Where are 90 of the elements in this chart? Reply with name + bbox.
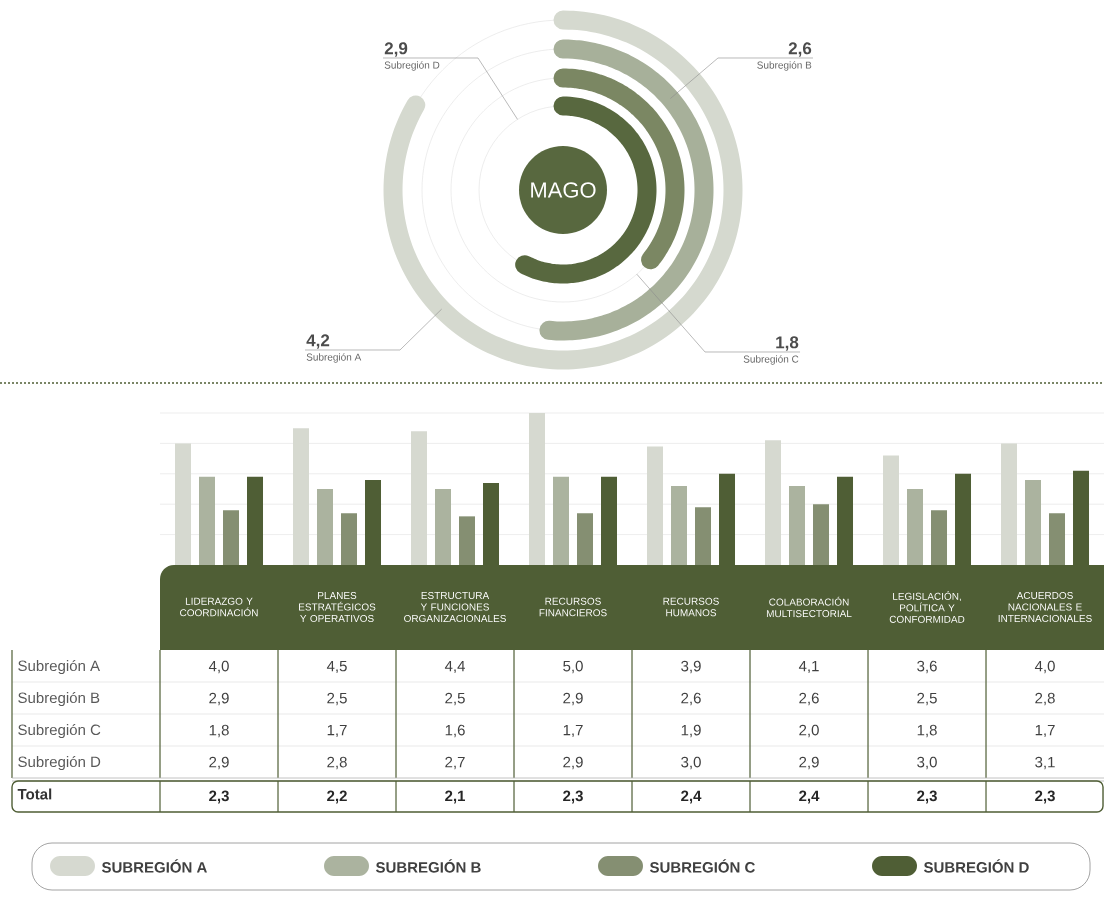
x-tick-label: LIDERAZGO Y COORDINACIÓN (180, 597, 258, 617)
bar (553, 476, 569, 565)
data-label: 4,1 (798, 660, 819, 674)
text: 2,1 (445, 790, 466, 804)
bar (293, 428, 309, 565)
text: Subregión B (18, 691, 100, 707)
data-label: 1,8 (209, 724, 229, 738)
text: 2,3 (209, 790, 229, 804)
text: 2,3 (563, 790, 583, 804)
bar (435, 489, 451, 565)
bar (671, 485, 687, 565)
bar (813, 504, 830, 565)
data-label: 2,5 (445, 692, 465, 706)
bar (317, 489, 333, 565)
x-tick-label: ESTRUCTURA Y FUNCIONES ORGANIZACIONALES (404, 591, 506, 623)
bar (175, 443, 191, 565)
bar (765, 440, 782, 565)
bar (199, 476, 215, 565)
category-label: Subregión D (384, 61, 440, 71)
bar (695, 507, 711, 565)
text: 2,3 (1035, 790, 1055, 804)
bar (223, 510, 239, 565)
text: MAGO (531, 182, 596, 198)
data-label: 3,0 (917, 756, 937, 770)
x-tick-label: LEGISLACIÓN, POLÍTICA Y CONFORMIDAD (889, 591, 965, 623)
bar (883, 455, 900, 565)
data-label: 2,9 (799, 756, 819, 770)
bar (907, 489, 924, 565)
data-label: 1,8 (917, 724, 937, 738)
legend-label: SUBREGIÓN C (649, 859, 755, 873)
bar (647, 446, 663, 565)
data-label: 1,7 (1035, 724, 1055, 738)
text: Subregión A (18, 659, 101, 675)
data-label: 2,5 (917, 692, 937, 706)
bar (931, 510, 948, 565)
bar (577, 513, 593, 565)
data-label: 2,7 (445, 756, 465, 770)
data-label: 1,6 (445, 724, 465, 738)
x-tick-label: ACUERDOS NACIONALES E INTERNACIONALES (998, 591, 1092, 623)
bar (459, 516, 475, 565)
legend-label: SUBREGIÓN A (101, 859, 207, 873)
data-label: 2,6 (799, 692, 819, 706)
data-label: 3,9 (681, 660, 701, 674)
category-label: Subregión C (743, 355, 799, 365)
bar (1025, 479, 1042, 565)
data-label: 2,9 (209, 756, 229, 770)
data-label: 1,8 (776, 336, 799, 351)
data-label: 2,0 (799, 724, 819, 738)
data-label: 2,6 (681, 692, 701, 706)
bar (529, 413, 545, 565)
x-tick-label: RECURSOS HUMANOS (663, 597, 719, 617)
data-label: 2,8 (1035, 692, 1055, 706)
data-label: 2,9 (563, 692, 583, 706)
data-label: 2,9 (384, 42, 408, 57)
bar (341, 513, 357, 565)
bar (1049, 513, 1066, 565)
data-label: 1,9 (681, 724, 701, 738)
data-label: 2,9 (209, 692, 229, 706)
data-label: 4,4 (444, 660, 465, 674)
bar (411, 431, 427, 565)
text: Subregión C (18, 723, 101, 739)
category-label: Subregión A (306, 353, 362, 363)
data-label: 2,8 (327, 756, 347, 770)
data-label: 5,0 (563, 660, 583, 674)
legend-label: SUBREGIÓN D (923, 859, 1029, 873)
category-label: Subregión B (757, 61, 812, 71)
data-label: 1,7 (327, 724, 347, 738)
x-tick-label: PLANES ESTRATÉGICOS Y OPERATIVOS (299, 591, 376, 623)
data-label: 3,0 (681, 756, 701, 770)
x-tick-label: RECURSOS FINANCIEROS (539, 597, 607, 617)
x-tick-label: COLABORACIÓN MULTISECTORIAL (766, 596, 852, 618)
data-label: 1,7 (563, 724, 583, 738)
text: 2,4 (799, 790, 820, 804)
data-label: 2,5 (327, 692, 347, 706)
text: 2,3 (917, 790, 937, 804)
data-label: 4,0 (1034, 660, 1055, 674)
text: 2,2 (327, 790, 347, 804)
text: 2,4 (681, 790, 702, 804)
text: Total (17, 788, 52, 800)
data-label: 2,6 (788, 42, 812, 57)
data-label: 2,9 (563, 756, 583, 770)
text: Subregión D (18, 755, 101, 771)
data-label: 4,0 (208, 660, 229, 674)
bar (1001, 443, 1018, 565)
bar (789, 485, 806, 565)
data-label: 4,2 (306, 334, 330, 349)
data-label: 3,6 (917, 660, 937, 674)
data-label: 3,1 (1035, 756, 1055, 770)
legend-label: SUBREGIÓN B (375, 859, 481, 873)
data-label: 4,5 (326, 660, 347, 674)
